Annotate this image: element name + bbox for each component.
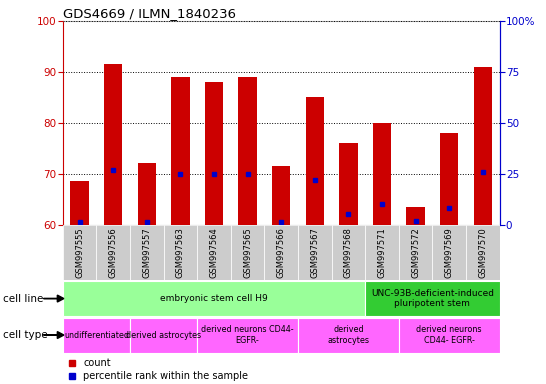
Bar — [205, 82, 223, 225]
Bar — [63, 318, 130, 353]
Bar — [63, 225, 97, 280]
Text: undifferentiated: undifferentiated — [64, 331, 129, 339]
Bar — [197, 318, 298, 353]
Text: GSM997571: GSM997571 — [377, 227, 387, 278]
Text: UNC-93B-deficient-induced
pluripotent stem: UNC-93B-deficient-induced pluripotent st… — [371, 289, 494, 308]
Text: GSM997565: GSM997565 — [243, 227, 252, 278]
Text: GSM997557: GSM997557 — [143, 227, 151, 278]
Text: embryonic stem cell H9: embryonic stem cell H9 — [160, 294, 268, 303]
Text: GSM997566: GSM997566 — [277, 227, 286, 278]
Bar — [164, 225, 197, 280]
Bar — [63, 281, 365, 316]
Text: GSM997569: GSM997569 — [444, 227, 454, 278]
Text: derived
astrocytes: derived astrocytes — [328, 325, 370, 345]
Text: GSM997570: GSM997570 — [478, 227, 487, 278]
Bar — [130, 318, 197, 353]
Bar — [339, 143, 358, 225]
Text: GSM997556: GSM997556 — [109, 227, 118, 278]
Legend: count, percentile rank within the sample: count, percentile rank within the sample — [68, 358, 248, 381]
Bar — [272, 166, 290, 225]
Bar — [473, 67, 492, 225]
Bar — [399, 318, 500, 353]
Text: derived neurons CD44-
EGFR-: derived neurons CD44- EGFR- — [201, 325, 294, 345]
Bar — [365, 225, 399, 280]
Bar — [399, 225, 432, 280]
Bar — [104, 65, 122, 225]
Bar — [365, 281, 500, 316]
Bar — [97, 225, 130, 280]
Bar — [373, 123, 391, 225]
Bar — [406, 207, 425, 225]
Bar — [138, 162, 156, 225]
Bar — [231, 225, 264, 280]
Bar — [239, 77, 257, 225]
Bar — [171, 77, 189, 225]
Bar — [306, 98, 324, 225]
Text: GSM997563: GSM997563 — [176, 227, 185, 278]
Bar — [197, 225, 231, 280]
Text: GSM997555: GSM997555 — [75, 227, 84, 278]
Text: GSM997572: GSM997572 — [411, 227, 420, 278]
Bar — [440, 133, 459, 225]
Bar — [264, 225, 298, 280]
Text: derived neurons
CD44- EGFR-: derived neurons CD44- EGFR- — [417, 325, 482, 345]
Bar — [432, 225, 466, 280]
Bar — [298, 318, 399, 353]
Text: cell line: cell line — [3, 293, 43, 304]
Text: GSM997567: GSM997567 — [310, 227, 319, 278]
Text: GSM997568: GSM997568 — [344, 227, 353, 278]
Text: GDS4669 / ILMN_1840236: GDS4669 / ILMN_1840236 — [63, 7, 236, 20]
Bar — [298, 225, 331, 280]
Text: GSM997564: GSM997564 — [210, 227, 218, 278]
Bar — [70, 181, 89, 225]
Text: cell type: cell type — [3, 330, 48, 340]
Text: derived astrocytes: derived astrocytes — [126, 331, 201, 339]
Bar — [331, 225, 365, 280]
Bar — [130, 225, 164, 280]
Bar — [466, 225, 500, 280]
